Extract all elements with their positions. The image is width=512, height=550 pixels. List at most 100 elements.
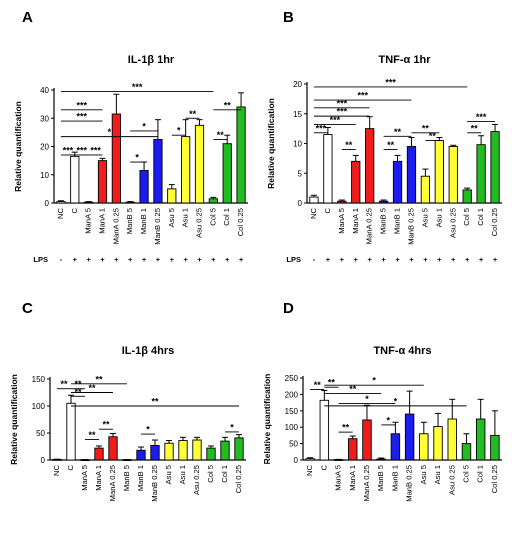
y-tick-label: 0 [294,456,299,465]
significance-label: *** [330,115,341,125]
significance-label: *** [385,77,396,87]
x-tick-label: Asu 0.25 [447,465,456,495]
bar [178,440,188,461]
y-tick-label: 250 [285,374,299,383]
bar [305,458,315,461]
bar [351,160,361,204]
x-tick-label: Col 0.25 [490,465,499,493]
bar [70,155,80,204]
lps-sign: + [451,255,456,264]
bar [164,442,174,461]
lps-sign: + [142,255,147,264]
x-tick-label: ManB 5 [125,208,134,234]
lps-sign: + [409,255,414,264]
significance-label: * [394,396,398,406]
y-tick-label: 5 [298,169,303,178]
significance-label: ** [471,123,479,133]
x-tick-label: ManA 1 [351,208,360,234]
bar [490,434,500,461]
significance-label: *** [76,145,87,155]
x-tick-label: ManA 0.25 [108,465,117,501]
lps-sign: + [395,255,400,264]
y-axis-label: Relative quantification [9,374,19,465]
bar [433,426,443,461]
significance-label: ** [102,420,110,430]
x-tick-label: ManA 0.25 [365,208,374,244]
x-tick-label: ManA 0.25 [111,208,120,244]
lps-sign: - [313,255,316,264]
significance-label: ** [217,130,225,140]
bar [323,134,333,204]
chart-panel-a: A IL-1β 1hr Relative quantification 0 10 20 30… [13,9,248,264]
significance-label: *** [357,91,368,101]
x-tick-label: Col 1 [220,465,229,483]
bar [392,160,403,204]
lps-sign: + [479,255,484,264]
lps-sign: + [239,255,244,264]
bar [448,146,458,204]
significance-label: ** [342,423,350,433]
x-tick-label: Col 5 [462,208,471,226]
x-tick-label: Col 0.25 [490,208,499,236]
x-tick-label: Asu 5 [164,465,173,484]
bar [390,433,401,461]
significance-label: *** [337,107,348,117]
x-tick-label: Asu 0.25 [195,208,204,238]
significance-label: *** [76,100,87,110]
x-tick-label: Asu 1 [181,208,190,227]
chart-panel-b: B TNF-α 1hr Relative quantification 0 5 10 15 2… [266,9,502,264]
x-tick-label: C [323,207,332,213]
bar [220,440,230,461]
bar [476,144,486,204]
lps-label: LPS [33,255,48,264]
significance-label: ** [60,379,68,389]
y-tick-label: 15 [293,110,302,119]
x-tick-label: ManA 1 [348,465,357,491]
y-tick-label: 200 [285,390,299,399]
significance-label: *** [132,82,143,92]
x-tick-label: Asu 5 [420,208,429,227]
y-axis-label: Relative quantification [266,98,276,189]
lps-sign: + [114,255,119,264]
bar [139,170,149,204]
x-tick-label: Col 5 [461,465,470,483]
lps-sign: + [156,255,161,264]
significance-label: ** [189,109,197,119]
x-tick-label: Asu 0.25 [448,208,457,238]
x-tick-label: ManB 1 [136,465,145,491]
bar [97,160,108,204]
x-tick-label: Col 0.25 [234,465,243,493]
bar [309,196,319,204]
lps-sign: + [170,255,175,264]
bar [94,447,104,461]
bar [462,189,472,204]
x-tick-label: ManB 0.25 [405,465,414,502]
panel-letter: C [22,300,33,317]
significance-label: ** [349,384,357,394]
x-tick-label: ManB 5 [122,465,131,491]
significance-label: * [230,422,234,432]
x-tick-label: Asu 1 [434,208,443,227]
panel-letter: B [283,9,294,26]
significance-label: ** [88,430,96,440]
bar [475,418,486,461]
bar [181,136,191,204]
x-tick-label: ManB 0.25 [153,208,162,245]
x-tick-label: Asu 5 [167,208,176,227]
x-tick-label: ManB 1 [390,465,399,491]
significance-label: * [372,376,376,386]
bar [404,413,415,461]
bar [153,138,163,204]
y-axis-label: Relative quantification [262,374,272,465]
bar [376,458,386,461]
lps-sign: + [437,255,442,264]
significance-label: *** [76,112,87,122]
lps-sign: + [423,255,428,264]
significance-label: ** [429,131,437,141]
bar [420,175,431,204]
bar [319,399,330,461]
y-tick-label: 20 [293,80,302,89]
x-tick-label: ManA 1 [94,465,103,491]
y-tick-label: 50 [36,429,45,438]
y-tick-label: 0 [45,199,50,208]
